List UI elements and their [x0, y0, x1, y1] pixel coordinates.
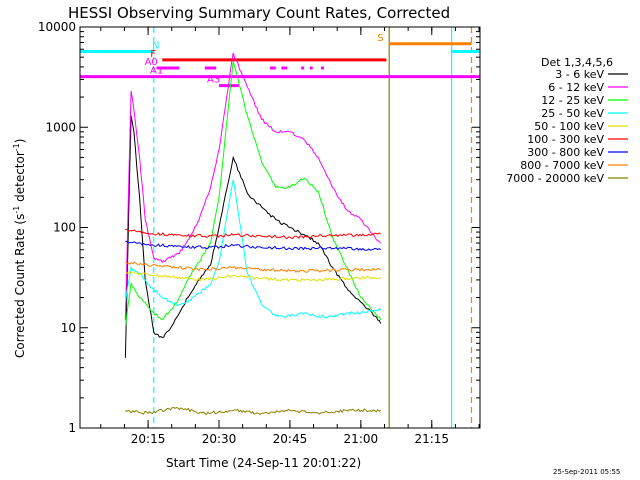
legend-title: Det 1,3,4,5,6 [541, 56, 613, 69]
x-axis-label: Start Time (24-Sep-11 20:01:22) [166, 456, 361, 470]
series-line [124, 179, 382, 319]
axes: 20:15 20:30 20:45 21:00 21:15 1 10 100 1000 10000 [38, 20, 480, 446]
x-tick-label: 21:00 [344, 432, 379, 446]
footer-timestamp: 25-Sep-2011 05:55 [553, 468, 620, 476]
flag-label: A0 [145, 57, 158, 68]
flag-label: A1 [150, 66, 163, 77]
legend-label: 300 - 800 keV [527, 146, 604, 159]
series-line [125, 270, 382, 282]
legend-label: 12 - 25 keV [541, 94, 604, 107]
y-tick-label: 10 [61, 321, 76, 335]
x-tick-label: 20:45 [273, 432, 308, 446]
y-axis-label: Corrected Count Rate (s-1 detector-1) [12, 139, 27, 358]
chart-title: HESSI Observing Summary Count Rates, Cor… [68, 4, 450, 22]
flag-label: S [377, 33, 383, 44]
series-line [125, 240, 381, 251]
x-tick-label: 20:15 [131, 432, 166, 446]
flag-label: F [150, 49, 156, 60]
y-tick-label: 10000 [38, 20, 76, 34]
series-line [124, 115, 382, 358]
legend-label: 100 - 300 keV [527, 133, 604, 146]
series-line [124, 52, 382, 320]
legend-label: 50 - 100 keV [534, 120, 604, 133]
series-line [124, 61, 382, 328]
flag-label: A3 [207, 75, 220, 86]
vertical-markers [153, 27, 473, 428]
series-line [125, 261, 381, 273]
flag-label: N [152, 40, 159, 51]
x-tick-label: 20:30 [202, 432, 237, 446]
legend-label: 800 - 7000 keV [520, 159, 604, 172]
legend-label: 6 - 12 keV [548, 81, 604, 94]
series-line [125, 406, 381, 416]
series-line [125, 228, 381, 240]
y-tick-label: 1000 [45, 120, 76, 134]
series-lines [124, 52, 382, 416]
legend-label: 7000 - 20000 keV [506, 172, 604, 185]
y-tick-label: 100 [53, 221, 76, 235]
plot-frame [79, 26, 481, 429]
legend-label: 25 - 50 keV [541, 107, 604, 120]
legend-label: 3 - 6 keV [555, 68, 604, 81]
y-tick-label: 1 [68, 421, 76, 435]
x-tick-label: 21:15 [414, 432, 449, 446]
